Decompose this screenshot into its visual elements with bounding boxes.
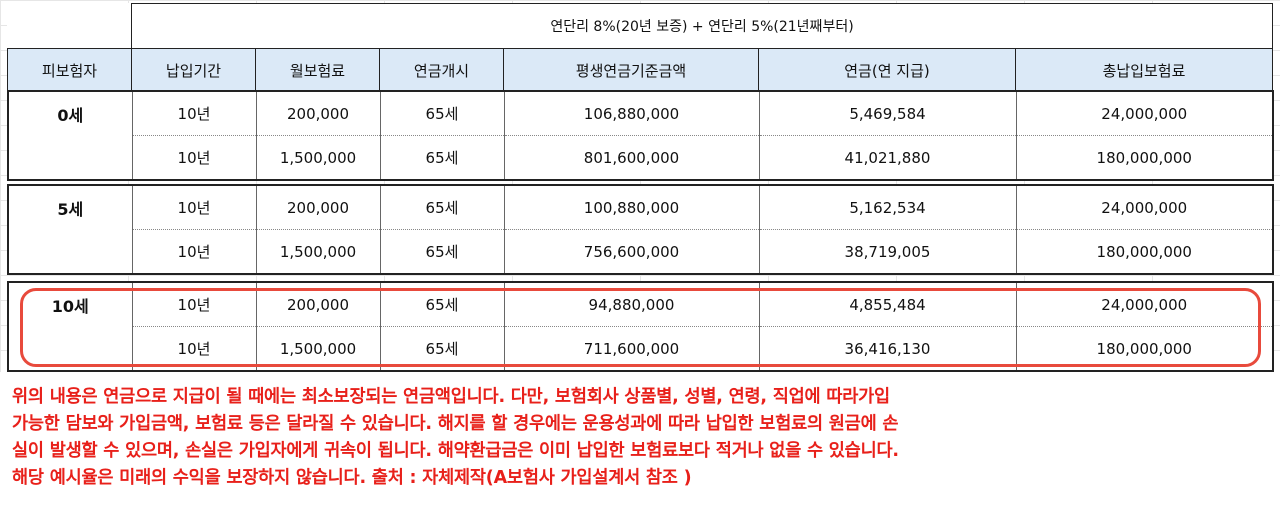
cell: 180,000,000 xyxy=(1015,229,1273,274)
table-row: 10세 10년 200,000 65세 94,880,000 4,855,484… xyxy=(8,282,1273,327)
cell: 24,000,000 xyxy=(1015,91,1273,136)
note-line: 위의 내용은 연금으로 지급이 될 때에는 최소보장되는 연금액입니다. 다만,… xyxy=(12,387,890,407)
cell: 1,500,000 xyxy=(255,135,380,180)
col-insured: 피보험자 xyxy=(7,48,132,92)
blank-corner xyxy=(7,3,132,49)
cell: 10년 xyxy=(131,135,256,180)
cell: 94,880,000 xyxy=(503,282,759,327)
cell: 36,416,130 xyxy=(758,326,1016,371)
cell: 200,000 xyxy=(255,185,380,230)
cell: 106,880,000 xyxy=(503,91,759,136)
age-label: 0세 xyxy=(57,106,84,125)
cell: 24,000,000 xyxy=(1015,282,1273,327)
table-row: 0세 10년 200,000 65세 106,880,000 5,469,584… xyxy=(8,91,1273,136)
cell: 1,500,000 xyxy=(255,326,380,371)
cell: 41,021,880 xyxy=(758,135,1016,180)
table-row: 10년 1,500,000 65세 801,600,000 41,021,880… xyxy=(8,135,1273,180)
cell: 5,469,584 xyxy=(758,91,1016,136)
cell: 38,719,005 xyxy=(758,229,1016,274)
disclaimer-note: 위의 내용은 연금으로 지급이 될 때에는 최소보장되는 연금액입니다. 다만,… xyxy=(12,384,1274,492)
cell: 200,000 xyxy=(255,91,380,136)
col-monthly-premium: 월보험료 xyxy=(255,48,380,92)
cell: 711,600,000 xyxy=(503,326,759,371)
age-label: 5세 xyxy=(57,200,84,219)
col-payment-period: 납입기간 xyxy=(131,48,256,92)
group-age-0: 0세 10년 200,000 65세 106,880,000 5,469,584… xyxy=(7,90,1274,181)
cell: 10년 xyxy=(131,326,256,371)
table-row: 10년 1,500,000 65세 756,600,000 38,719,005… xyxy=(8,229,1273,274)
table-header: 연단리 8%(20년 보증) + 연단리 5%(21년째부터) 피보험자 납입기… xyxy=(7,3,1274,92)
cell: 801,600,000 xyxy=(503,135,759,180)
cell: 10년 xyxy=(131,229,256,274)
cell: 65세 xyxy=(379,91,504,136)
col-lifetime-base: 평생연금기준금액 xyxy=(503,48,759,92)
cell: 24,000,000 xyxy=(1015,185,1273,230)
cell: 65세 xyxy=(379,229,504,274)
col-annual-annuity: 연금(연 지급) xyxy=(758,48,1016,92)
cell: 65세 xyxy=(379,326,504,371)
cell: 100,880,000 xyxy=(503,185,759,230)
cell: 65세 xyxy=(379,185,504,230)
cell: 65세 xyxy=(379,135,504,180)
cell: 65세 xyxy=(379,282,504,327)
cell: 180,000,000 xyxy=(1015,135,1273,180)
note-line: 가능한 담보와 가입금액, 보험료 등은 달라질 수 있습니다. 해지를 할 경… xyxy=(12,414,899,434)
table-row: 10년 1,500,000 65세 711,600,000 36,416,130… xyxy=(8,326,1273,371)
cell: 180,000,000 xyxy=(1015,326,1273,371)
cell: 5,162,534 xyxy=(758,185,1016,230)
col-annuity-start: 연금개시 xyxy=(379,48,504,92)
rate-title: 연단리 8%(20년 보증) + 연단리 5%(21년째부터) xyxy=(130,3,1274,49)
table-row: 5세 10년 200,000 65세 100,880,000 5,162,534… xyxy=(8,185,1273,230)
group-age-10: 10세 10년 200,000 65세 94,880,000 4,855,484… xyxy=(7,281,1274,372)
group-age-5: 5세 10년 200,000 65세 100,880,000 5,162,534… xyxy=(7,184,1274,275)
age-label: 10세 xyxy=(51,297,89,316)
cell: 1,500,000 xyxy=(255,229,380,274)
cell: 10년 xyxy=(131,185,256,230)
cell: 10년 xyxy=(131,282,256,327)
cell: 4,855,484 xyxy=(758,282,1016,327)
cell: 756,600,000 xyxy=(503,229,759,274)
col-total-premium: 총납입보험료 xyxy=(1014,48,1274,92)
cell: 10년 xyxy=(131,91,256,136)
note-line: 해당 예시율은 미래의 수익을 보장하지 않습니다. 출처 : 자체제작(A보험… xyxy=(12,468,692,488)
note-line: 실이 발생할 수 있으며, 손실은 가입자에게 귀속이 됩니다. 해약환급금은 … xyxy=(12,441,899,461)
cell: 200,000 xyxy=(255,282,380,327)
